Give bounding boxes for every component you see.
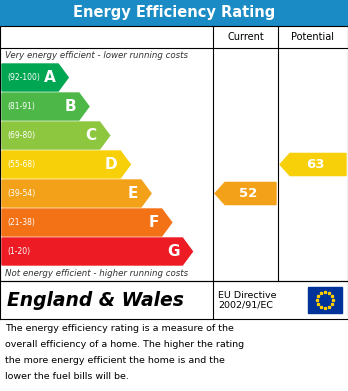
- Text: lower the fuel bills will be.: lower the fuel bills will be.: [5, 372, 129, 381]
- Text: (39-54): (39-54): [7, 189, 35, 198]
- Text: 63: 63: [306, 158, 325, 171]
- Text: B: B: [64, 99, 76, 114]
- Text: (21-38): (21-38): [7, 218, 35, 227]
- Polygon shape: [2, 64, 68, 91]
- Text: overall efficiency of a home. The higher the rating: overall efficiency of a home. The higher…: [5, 341, 244, 350]
- Polygon shape: [2, 122, 110, 149]
- Text: Potential: Potential: [292, 32, 334, 42]
- Text: (92-100): (92-100): [7, 73, 40, 82]
- Text: 52: 52: [239, 187, 257, 200]
- Text: (69-80): (69-80): [7, 131, 35, 140]
- Polygon shape: [2, 180, 151, 207]
- Polygon shape: [215, 183, 276, 204]
- Bar: [0, 281, 348, 319]
- Text: C: C: [86, 128, 97, 143]
- Text: 2002/91/EC: 2002/91/EC: [218, 301, 273, 310]
- Text: F: F: [148, 215, 159, 230]
- Bar: [0, 26, 348, 281]
- Bar: [0, 0, 348, 26]
- Text: E: E: [128, 186, 138, 201]
- Text: Energy Efficiency Rating: Energy Efficiency Rating: [73, 5, 275, 20]
- Text: England & Wales: England & Wales: [7, 291, 184, 310]
- Text: G: G: [167, 244, 180, 259]
- Text: (81-91): (81-91): [7, 102, 35, 111]
- Polygon shape: [280, 153, 346, 176]
- Text: D: D: [105, 157, 117, 172]
- Text: A: A: [44, 70, 55, 85]
- Polygon shape: [2, 238, 192, 265]
- Text: Not energy efficient - higher running costs: Not energy efficient - higher running co…: [5, 269, 188, 278]
- Text: the more energy efficient the home is and the: the more energy efficient the home is an…: [5, 357, 225, 366]
- Text: Current: Current: [227, 32, 264, 42]
- Text: The energy efficiency rating is a measure of the: The energy efficiency rating is a measur…: [5, 325, 234, 334]
- Bar: [308, 287, 342, 313]
- Text: EU Directive: EU Directive: [218, 291, 277, 300]
- Polygon shape: [2, 209, 172, 236]
- Polygon shape: [2, 93, 89, 120]
- Text: (1-20): (1-20): [7, 247, 30, 256]
- Text: Very energy efficient - lower running costs: Very energy efficient - lower running co…: [5, 51, 188, 60]
- Text: (55-68): (55-68): [7, 160, 35, 169]
- Polygon shape: [2, 151, 130, 178]
